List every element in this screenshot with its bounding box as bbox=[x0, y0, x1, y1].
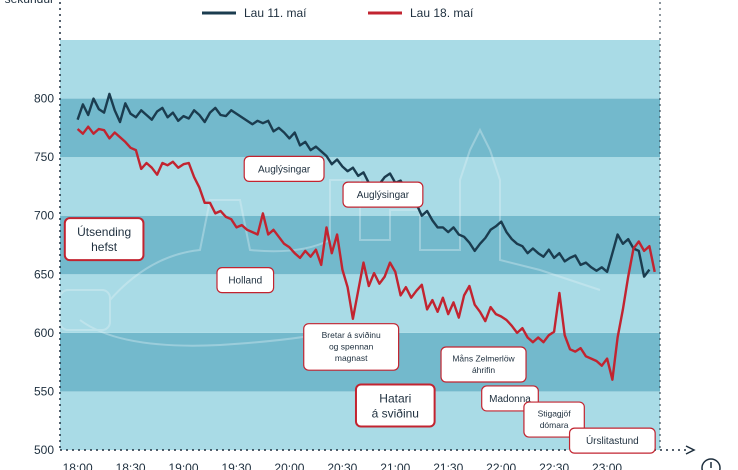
y-axis-label: sekúndur bbox=[5, 0, 54, 6]
x-tick-label: 23:00 bbox=[592, 461, 622, 470]
annotation-text: og spennan bbox=[329, 342, 374, 352]
legend-label: Lau 11. maí bbox=[244, 6, 307, 20]
y-tick-label: 700 bbox=[34, 209, 54, 223]
annotation-label: Auglýsingar bbox=[342, 181, 424, 208]
x-tick-label: 19:30 bbox=[221, 461, 251, 470]
annotation-text: Úrslitastund bbox=[586, 434, 639, 447]
x-tick-label: 18:30 bbox=[116, 461, 146, 470]
annotation-text: Holland bbox=[228, 276, 262, 287]
y-tick-label: 650 bbox=[34, 267, 54, 281]
x-tick-label: 19:00 bbox=[169, 461, 199, 470]
annotation-box bbox=[523, 401, 585, 438]
y-tick-label: 550 bbox=[34, 384, 54, 398]
annotation-text: dómara bbox=[540, 420, 569, 430]
annotation-label: Holland bbox=[216, 267, 275, 294]
series-line-2 bbox=[76, 125, 656, 381]
x-tick-label: 21:00 bbox=[380, 461, 410, 470]
annotation-box bbox=[216, 267, 275, 294]
annotation-text: áhrifin bbox=[472, 365, 495, 375]
y-tick-label: 600 bbox=[34, 326, 54, 340]
x-axis-arrow bbox=[685, 445, 696, 455]
x-tick-label: 21:30 bbox=[433, 461, 463, 470]
band bbox=[60, 40, 660, 99]
x-tick-label: 20:30 bbox=[327, 461, 357, 470]
annotation-text: Hatari bbox=[379, 391, 411, 405]
annotation-text: á sviðinu bbox=[372, 406, 419, 420]
annotation-text: magnast bbox=[335, 353, 368, 363]
annotation-label: Måns Zelmerlöw áhrifin bbox=[440, 346, 527, 383]
series-lines bbox=[76, 92, 656, 381]
x-tick-label: 22:00 bbox=[486, 461, 516, 470]
y-tick-label: 500 bbox=[34, 443, 54, 457]
legend-label: Lau 18. maí bbox=[410, 6, 474, 20]
annotation-box bbox=[63, 217, 145, 262]
clock-icon bbox=[701, 458, 721, 470]
annotation-box bbox=[440, 346, 527, 383]
annotation-box bbox=[354, 383, 436, 428]
annotation-box bbox=[342, 181, 424, 208]
annotation-text: Madonna bbox=[489, 394, 531, 405]
annotation-text: Bretar á sviðinu bbox=[322, 330, 381, 340]
band bbox=[60, 98, 660, 158]
tick-labels: sekúndur 500 550 600 650 700 750 800 18:00 18:30 1… bbox=[5, 0, 623, 470]
band bbox=[60, 215, 660, 275]
annotation-label: Auglýsingar bbox=[243, 155, 325, 182]
series-line-1 bbox=[76, 92, 651, 278]
x-tick-label: 18:00 bbox=[63, 461, 93, 470]
annotation-text: hefst bbox=[91, 240, 118, 254]
annotation-box bbox=[568, 427, 656, 454]
annotation-text: Stigagjöf bbox=[538, 409, 572, 419]
x-tick-label: 20:00 bbox=[274, 461, 304, 470]
annotation-text: Auglýsingar bbox=[258, 164, 311, 175]
annotation-text: Útsending bbox=[77, 224, 131, 239]
annotation-box bbox=[243, 155, 325, 182]
legend: Lau 11. maí Lau 18. maí bbox=[202, 6, 474, 20]
y-tick-label: 750 bbox=[34, 150, 54, 164]
annotation-text: Måns Zelmerlöw bbox=[452, 353, 515, 363]
annotation-text: Auglýsingar bbox=[357, 190, 410, 201]
annotation-box bbox=[303, 323, 400, 371]
annotation-label: Úrslitastund bbox=[568, 427, 656, 454]
x-tick-label: 22:30 bbox=[539, 461, 569, 470]
y-tick-label: 800 bbox=[34, 92, 54, 106]
axes bbox=[59, 2, 721, 470]
